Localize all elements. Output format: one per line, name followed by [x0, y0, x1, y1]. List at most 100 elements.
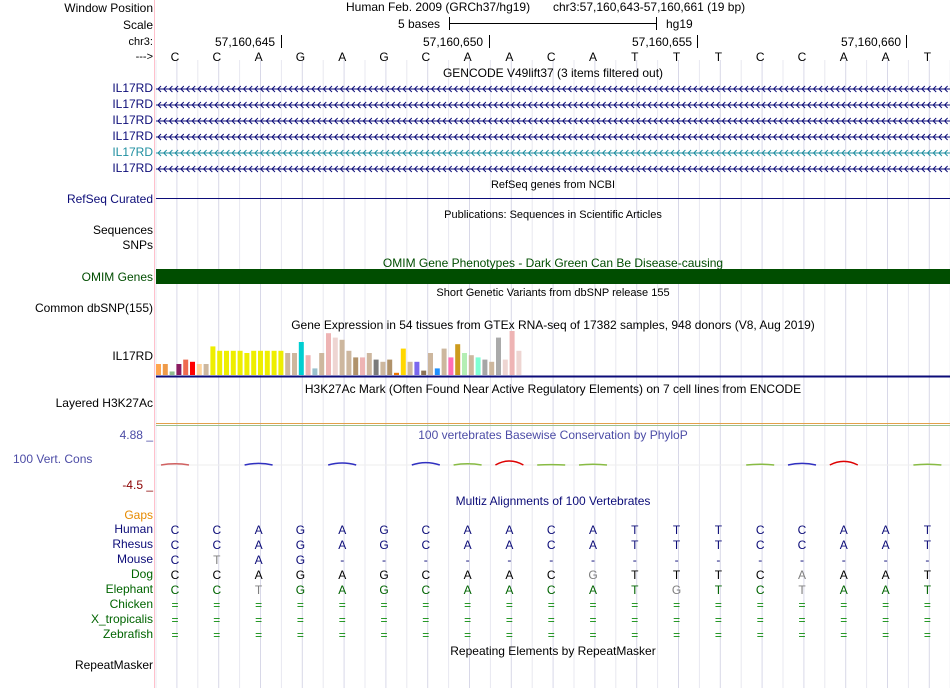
repeatmasker-track-title[interactable]: Repeating Elements by RepeatMasker [450, 644, 656, 658]
gtex-tissue-bar[interactable] [428, 353, 433, 375]
species-label[interactable]: Dog [130, 567, 153, 581]
gtex-tissue-bar[interactable] [407, 361, 413, 375]
scale-label[interactable]: Scale [122, 18, 153, 32]
gtex-tissue-bar[interactable] [509, 331, 515, 375]
omim-gene-bar[interactable] [156, 269, 950, 284]
gtex-tissue-bar[interactable] [264, 350, 270, 375]
omim-track-title[interactable]: OMIM Gene Phenotypes - Dark Green Can Be… [382, 256, 724, 270]
gencode-gene-label[interactable]: IL17RD [112, 113, 153, 127]
h3k27ac-signal-line[interactable] [156, 423, 950, 424]
gtex-tissue-bar[interactable] [237, 350, 243, 375]
gtex-track-title[interactable]: Gene Expression in 54 tissues from GTEx … [291, 318, 815, 332]
gtex-tissue-bar[interactable] [482, 359, 488, 375]
species-label[interactable]: X_tropicalis [90, 612, 153, 626]
conservation-plot[interactable] [156, 455, 950, 471]
refseq-gene-line[interactable] [156, 198, 950, 199]
gtex-tissue-bar[interactable] [285, 353, 291, 375]
species-label[interactable]: Rhesus [112, 537, 153, 551]
h3k27ac-signal-line-2[interactable] [156, 425, 950, 426]
gencode-gene-label[interactable]: IL17RD [112, 97, 153, 111]
species-label[interactable]: Zebrafish [102, 627, 153, 641]
omim-genes-label[interactable]: OMIM Genes [81, 270, 153, 284]
gtex-tissue-bar[interactable] [339, 339, 345, 375]
gtex-tissue-bar[interactable] [353, 357, 359, 375]
common-dbsnp-label[interactable]: Common dbSNP(155) [34, 301, 153, 315]
gtex-tissue-bar[interactable] [312, 368, 318, 375]
gtex-tissue-bar[interactable] [455, 344, 461, 375]
strand-arrow-label[interactable]: ---> [135, 51, 153, 63]
repeatmasker-label[interactable]: RepeatMasker [74, 658, 153, 672]
conservation-label[interactable]: 100 Vert. Cons [13, 452, 93, 466]
gtex-tissue-bar[interactable] [292, 353, 297, 375]
gtex-tissue-bar[interactable] [176, 364, 182, 375]
gaps-label[interactable]: Gaps [124, 508, 153, 522]
chrom-label[interactable]: chr3: [128, 36, 153, 48]
species-label[interactable]: Mouse [116, 552, 153, 566]
gtex-tissue-bar[interactable] [414, 361, 420, 375]
gtex-tissue-bar[interactable] [502, 359, 508, 375]
snps-label[interactable]: SNPs [122, 238, 153, 252]
species-label[interactable]: Human [114, 522, 153, 536]
gtex-tissue-bar[interactable] [366, 353, 372, 375]
gtex-tissue-bar[interactable] [210, 346, 216, 375]
gtex-bar-chart[interactable] [156, 330, 950, 378]
gtex-tissue-bar[interactable] [434, 368, 440, 375]
gtex-tissue-bar[interactable] [251, 350, 257, 375]
gtex-tissue-bar[interactable] [394, 372, 399, 375]
species-label[interactable]: Elephant [105, 582, 153, 596]
gtex-tissue-bar[interactable] [196, 364, 202, 375]
h3k27ac-track-title[interactable]: H3K27Ac Mark (Often Found Near Active Re… [304, 382, 802, 396]
gtex-tissue-bar[interactable] [271, 350, 277, 375]
window-position-label[interactable]: Window Position [64, 1, 153, 15]
gtex-tissue-bar[interactable] [156, 364, 161, 375]
gtex-tissue-bar[interactable] [298, 342, 304, 375]
gencode-gene-label[interactable]: IL17RD [112, 145, 153, 159]
gtex-tissue-bar[interactable] [203, 364, 209, 375]
gtex-tissue-bar[interactable] [230, 350, 236, 375]
gtex-gene-label[interactable]: IL17RD [112, 349, 153, 363]
gtex-tissue-bar[interactable] [332, 337, 338, 375]
refseq-curated-label[interactable]: RefSeq Curated [66, 192, 153, 206]
gtex-tissue-bar[interactable] [400, 348, 406, 375]
gtex-tissue-bar[interactable] [326, 333, 331, 375]
gtex-tissue-bar[interactable] [496, 337, 501, 375]
gtex-tissue-bar[interactable] [516, 350, 522, 375]
gtex-tissue-bar[interactable] [224, 350, 229, 375]
gtex-tissue-bar[interactable] [475, 357, 481, 375]
sequences-label[interactable]: Sequences [92, 223, 153, 237]
gencode-track-title[interactable]: GENCODE V49lift37 (3 items filtered out) [442, 66, 664, 80]
base-letter: C [756, 50, 765, 64]
gtex-tissue-bar[interactable] [319, 353, 325, 375]
refseq-track-title[interactable]: RefSeq genes from NCBI [490, 179, 616, 191]
gtex-tissue-bar[interactable] [258, 350, 263, 375]
gtex-tissue-bar[interactable] [162, 364, 168, 375]
multiz-track-title[interactable]: Multiz Alignments of 100 Vertebrates [455, 494, 651, 508]
gtex-tissue-bar[interactable] [346, 350, 352, 375]
gencode-gene-label[interactable]: IL17RD [112, 129, 153, 143]
gtex-tissue-bar[interactable] [373, 359, 379, 375]
gencode-gene-label[interactable]: IL17RD [112, 161, 153, 175]
gtex-tissue-bar[interactable] [387, 359, 393, 375]
gtex-tissue-bar[interactable] [462, 353, 467, 375]
h3k27ac-label[interactable]: Layered H3K27Ac [55, 396, 153, 410]
gtex-tissue-bar[interactable] [183, 359, 189, 375]
alignment-base: A [882, 538, 890, 552]
gtex-tissue-bar[interactable] [244, 353, 250, 375]
conservation-track-title[interactable]: 100 vertebrates Basewise Conservation by… [418, 428, 688, 442]
gtex-tissue-bar[interactable] [441, 348, 447, 375]
gtex-tissue-bar[interactable] [278, 350, 284, 375]
gtex-tissue-bar[interactable] [169, 371, 175, 375]
gtex-tissue-bar[interactable] [360, 357, 365, 375]
gtex-tissue-bar[interactable] [448, 357, 454, 375]
gtex-tissue-bar[interactable] [217, 350, 223, 375]
gtex-tissue-bar[interactable] [190, 361, 195, 375]
gtex-tissue-bar[interactable] [380, 361, 386, 375]
dbsnp-track-title[interactable]: Short Genetic Variants from dbSNP releas… [436, 287, 670, 299]
gtex-tissue-bar[interactable] [468, 355, 474, 375]
gtex-tissue-bar[interactable] [305, 355, 311, 375]
publications-track-title[interactable]: Publications: Sequences in Scientific Ar… [444, 209, 662, 221]
species-label[interactable]: Chicken [109, 597, 153, 611]
gtex-tissue-bar[interactable] [421, 370, 427, 375]
gencode-gene-label[interactable]: IL17RD [112, 81, 153, 95]
gtex-tissue-bar[interactable] [489, 361, 495, 375]
